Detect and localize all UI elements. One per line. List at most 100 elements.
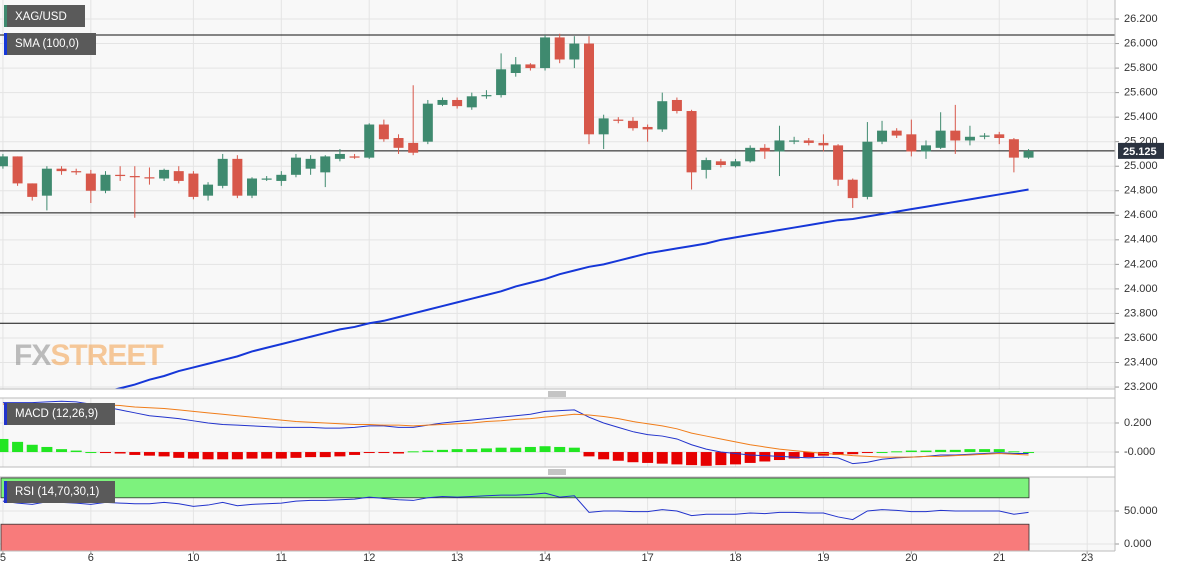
histogram-bar [744,452,756,463]
candle-body [891,130,902,136]
candle-body [276,174,287,181]
x-tick-label: 20 [905,552,917,564]
histogram-bar [920,450,932,453]
candle-body [994,134,1005,139]
histogram-bar [949,449,961,453]
legend-swatch [4,481,7,503]
overbought-band [0,477,1030,499]
histogram-bar [583,452,595,457]
candle-body [496,69,507,96]
candle-body [173,171,184,181]
histogram-bar [671,452,683,465]
macd-panel-bg [0,398,1115,467]
y-tick-label: 23.200 [1124,381,1158,393]
y-tick-label: 24.800 [1124,185,1158,197]
histogram-bar [510,447,522,453]
histogram-bar [539,446,551,453]
histogram-bar [495,447,507,453]
histogram-bar [627,452,639,463]
resize-handle[interactable] [548,469,566,475]
candle-body [320,156,331,173]
candle-body [232,158,243,196]
histogram-bar [41,446,53,453]
y-tick-label: 25.600 [1124,87,1158,99]
candle-body [100,174,111,191]
histogram-bar [334,452,346,457]
histogram-bar [656,452,668,464]
x-tick-label: 13 [451,552,463,564]
candle-body [686,111,697,173]
candle-body [979,135,990,137]
y-tick-label: 24.200 [1124,258,1158,270]
y-tick-label: 25.400 [1124,111,1158,123]
y-tick-label: 24.400 [1124,234,1158,246]
histogram-bar [524,446,536,453]
resize-handle[interactable] [548,391,566,397]
candle-body [290,157,301,175]
overlay-layer: XAG/USD SMA (100,0) MACD (12,26,9) RSI (… [0,0,1116,552]
histogram-bar [451,449,463,453]
panel [0,398,1115,467]
candle-body [71,171,82,173]
histogram-bar [568,447,580,453]
y-tick-label: 23.600 [1124,332,1158,344]
histogram-bar [832,452,844,455]
candle-body [85,173,96,191]
histogram-bar [480,448,492,453]
histogram-bar [436,449,448,453]
candle-body [27,183,38,197]
candle-body [422,103,433,142]
candle-body [217,158,228,186]
x-tick-label: 18 [729,552,741,564]
histogram-bar [56,449,68,453]
histogram-bar [0,438,9,453]
histogram-bar [598,452,610,460]
histogram-bar [466,449,478,453]
histogram-bar [788,452,800,459]
candle-body [715,161,726,165]
histogram-bar [217,452,229,460]
legend-macd[interactable]: MACD (12,26,9) [4,403,115,425]
histogram-bar [803,452,815,458]
panel [0,0,1115,389]
x-tick-label: 19 [817,552,829,564]
candle-body [115,174,126,177]
candle-body [701,160,712,170]
candle-body [554,37,565,60]
candle-body [12,156,23,184]
candle-body [334,153,345,159]
legend-rsi[interactable]: RSI (14,70,30,1) [4,481,115,503]
legend-label: MACD (12,26,9) [15,408,98,420]
histogram-bar [85,452,97,454]
histogram-bar [378,452,390,454]
candle-body [452,99,463,107]
histogram-bar [730,452,742,465]
watermark-street: STREET [50,339,163,372]
candle-body [584,43,595,135]
y-tick-label: 50.000 [1124,505,1158,517]
x-tick-label: 17 [641,552,653,564]
legend-box [4,403,115,425]
histogram-bar [129,452,141,455]
candle-body [950,130,961,141]
candle-body [759,147,770,152]
candle-body [364,124,375,158]
histogram-bar [861,452,873,454]
histogram-bar [847,452,859,455]
watermark-fx: FX [14,339,51,372]
candle-body [745,147,756,162]
candle-body [349,156,360,158]
candle-body [598,118,609,135]
candle-body [774,140,785,152]
histogram-bar [143,452,155,456]
histogram-bar [554,446,566,453]
histogram-bar [642,452,654,463]
candle-body [642,126,653,130]
y-tick-label: 24.000 [1124,283,1158,295]
oversold-band [0,523,1030,551]
candle-body [1023,150,1034,158]
watermark: FXSTREET [14,339,163,372]
legend-main[interactable]: XAG/USD SMA (100,0) [4,5,96,55]
legend-swatch [4,33,7,55]
